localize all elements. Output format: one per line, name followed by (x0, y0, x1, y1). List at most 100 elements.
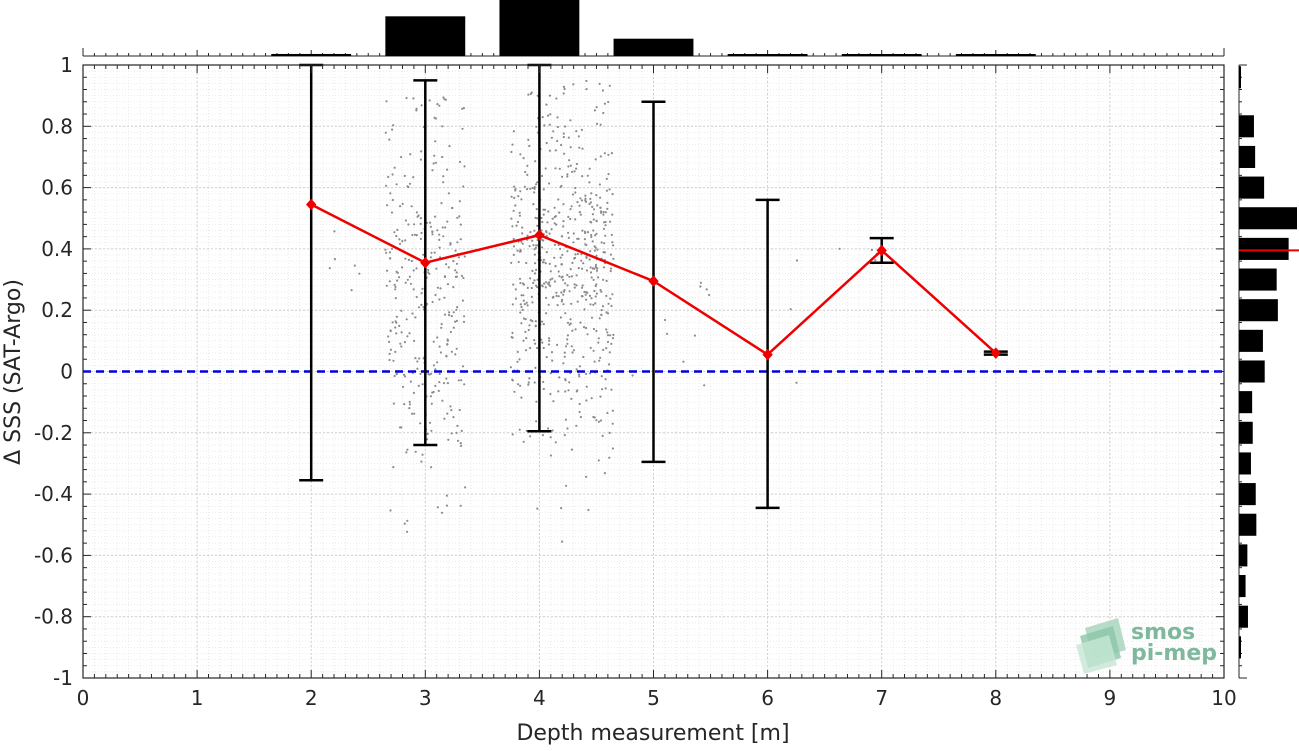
scatter-point (542, 346, 545, 350)
scatter-point (457, 379, 460, 382)
y-tick-label: 0.4 (41, 237, 73, 261)
scatter-point (540, 229, 543, 232)
scatter-point (602, 227, 606, 230)
scatter-point (577, 135, 580, 138)
scatter-point (403, 341, 406, 344)
scatter-point (420, 292, 423, 295)
scatter-point (511, 225, 514, 228)
scatter-point (534, 320, 537, 323)
scatter-point (554, 265, 557, 268)
scatter-point (560, 143, 563, 147)
x-tick-label: 5 (647, 686, 660, 710)
scatter-point (446, 220, 449, 223)
scatter-point (443, 313, 447, 316)
scatter-point (588, 258, 591, 261)
scatter-point (553, 243, 557, 246)
scatter-point (412, 391, 415, 394)
logo-layers-icon (1076, 618, 1126, 674)
scatter-point (552, 130, 555, 133)
scatter-point (595, 269, 599, 272)
scatter-point (570, 302, 573, 305)
scatter-point (391, 128, 394, 131)
scatter-point (564, 282, 567, 285)
scatter-point (586, 231, 590, 234)
scatter-point (610, 152, 614, 155)
scatter-point (460, 274, 464, 277)
scatter-point (524, 349, 528, 352)
scatter-point (600, 210, 603, 213)
scatter-point (525, 429, 528, 432)
scatter-point (385, 284, 388, 287)
scatter-point (566, 250, 569, 253)
right-hist-bar (1239, 391, 1253, 414)
scatter-point (590, 192, 593, 195)
scatter-point (390, 211, 394, 214)
scatter-point (602, 278, 605, 281)
scatter-point (699, 281, 703, 284)
scatter-point (544, 167, 547, 170)
scatter-point (693, 334, 697, 337)
scatter-point (569, 268, 572, 271)
scatter-point (606, 207, 609, 210)
scatter-point (411, 312, 414, 315)
scatter-point (408, 275, 411, 278)
scatter-point (578, 204, 581, 207)
scatter-point (393, 283, 396, 286)
scatter-point (610, 304, 613, 308)
scatter-point (533, 186, 536, 189)
scatter-point (449, 242, 452, 245)
scatter-point (429, 225, 432, 228)
scatter-point (519, 153, 522, 156)
scatter-point (521, 226, 524, 229)
scatter-point (590, 235, 593, 239)
scatter-point (519, 303, 522, 306)
scatter-point (460, 379, 463, 382)
scatter-point (447, 438, 450, 441)
scatter-point (551, 217, 554, 220)
scatter-point (511, 331, 514, 334)
scatter-point (531, 269, 534, 272)
scatter-point (416, 215, 419, 218)
scatter-point (446, 338, 449, 341)
scatter-point (699, 285, 702, 288)
scatter-point (434, 384, 437, 387)
scatter-point (536, 286, 539, 289)
scatter-point (432, 340, 435, 343)
scatter-point (592, 349, 595, 352)
scatter-point (427, 268, 430, 271)
scatter-point (598, 317, 601, 320)
scatter-point (584, 293, 587, 296)
scatter-point (406, 335, 409, 338)
scatter-point (510, 150, 513, 154)
scatter-point (555, 294, 558, 297)
mean-series (306, 198, 1001, 361)
scatter-point (563, 351, 566, 354)
scatter-point (438, 298, 441, 301)
scatter-point (576, 201, 579, 204)
scatter-point (409, 380, 412, 383)
scatter-point (405, 96, 408, 100)
scatter-point (388, 138, 391, 141)
scatter-point (631, 374, 634, 377)
scatter-point (531, 186, 534, 190)
scatter-point (593, 289, 596, 293)
scatter-point (541, 320, 544, 323)
scatter-point (407, 223, 410, 226)
scatter-point (398, 324, 401, 327)
scatter-point (545, 251, 548, 254)
scatter-point (552, 400, 555, 403)
scatter-point (602, 111, 605, 115)
mean-marker (306, 198, 317, 211)
scatter-point (568, 159, 571, 162)
scatter-point (436, 229, 439, 232)
scatter-point (581, 284, 584, 287)
scatter-point (461, 365, 465, 368)
scatter-point (455, 262, 459, 265)
scatter-point (350, 289, 353, 292)
scatter-point (584, 243, 587, 246)
scatter-point (529, 92, 533, 95)
scatter-point (403, 375, 407, 378)
right-hist-bar (1239, 544, 1248, 567)
scatter-point (603, 472, 607, 475)
scatter-point (610, 342, 613, 345)
